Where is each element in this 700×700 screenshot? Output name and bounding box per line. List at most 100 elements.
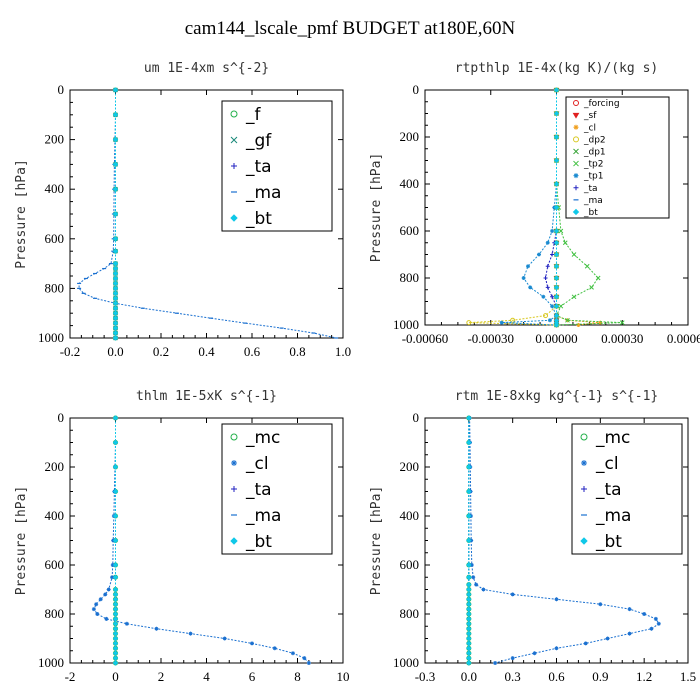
y-axis-label: Pressure [hPa] [14, 486, 29, 596]
data-point-3 [112, 161, 119, 168]
data-point-7 [553, 240, 560, 246]
data-point-5 [112, 211, 119, 217]
data-point-12 [571, 294, 577, 300]
data-point-22 [112, 330, 119, 336]
panel-2: rtpthlp 1E-4x(kg K)/(kg s) Pressure [hPa]… [369, 61, 700, 346]
data-point-22 [532, 651, 537, 656]
data-point-22 [302, 656, 307, 661]
series-bt [112, 415, 119, 666]
data-point-1 [553, 110, 560, 117]
y-tick-label: 400 [400, 176, 420, 191]
legend-label: _dp2 [583, 135, 606, 145]
legend-box [221, 423, 333, 555]
data-point-8 [466, 581, 472, 588]
data-point-10 [510, 592, 515, 597]
legend-label: _ma [245, 183, 281, 203]
data-point-7 [466, 574, 472, 580]
data-point-12 [91, 607, 96, 612]
legend-label: _dp1 [583, 147, 606, 157]
data-point-11 [553, 284, 560, 291]
data-point-17 [112, 630, 119, 637]
legend-marker-3 [573, 136, 579, 143]
legend: _mc _cl _ta _ma _bt [221, 423, 333, 555]
data-point-23 [112, 660, 119, 666]
data-point-21 [466, 645, 472, 652]
data-point-11 [112, 601, 119, 607]
data-point-15 [565, 317, 570, 323]
y-tick-label: 600 [400, 557, 420, 572]
legend-label: _ma [245, 506, 281, 526]
data-point-6 [550, 229, 555, 233]
legend-marker-2 [573, 124, 579, 130]
x-tick-label: -0.3 [415, 669, 436, 684]
y-tick-label: 0 [58, 410, 65, 425]
data-point-23 [306, 661, 311, 665]
data-point-23 [466, 655, 472, 661]
data-point-4 [112, 513, 119, 519]
legend-label: _ma [595, 506, 631, 526]
data-point-16 [656, 621, 661, 626]
data-point-14 [104, 616, 109, 621]
y-tick-label: 1000 [393, 655, 419, 670]
data-point-11 [466, 596, 472, 603]
panel-title: rtpthlp 1E-4x(kg K)/(kg s) [455, 61, 659, 76]
data-point-13 [112, 285, 119, 292]
y-axis-label: Pressure [hPa] [369, 486, 384, 596]
x-tick-label: 1.5 [680, 669, 696, 684]
data-point-16 [466, 320, 472, 326]
data-point-21 [112, 650, 119, 656]
data-point-2 [553, 134, 560, 140]
series-line [78, 90, 337, 339]
legend-marker-0 [580, 433, 588, 441]
x-tick-label: 6 [249, 669, 256, 684]
data-point-10 [466, 591, 472, 598]
panel-3: thlm 1E-5xK s^{-1} Pressure [hPa] -2 0 2 4 6 8 1… [14, 389, 350, 684]
x-tick-label: 0.6 [244, 344, 261, 359]
data-point-0 [112, 415, 119, 421]
y-tick-label: 0 [58, 82, 65, 97]
series-bt [553, 87, 560, 328]
data-point-7 [110, 575, 115, 580]
data-point-12 [112, 280, 119, 287]
data-point-5 [553, 204, 560, 211]
data-point-18 [112, 635, 119, 642]
legend-marker-2 [231, 163, 237, 169]
data-point-4 [112, 186, 119, 192]
data-point-12 [553, 294, 560, 300]
data-point-1 [112, 439, 119, 446]
x-tick-label: 0.2 [153, 344, 169, 359]
legend: _forcing _sf _cl _dp2 _dp1 _tp2 _tp1 _ta _ma _bt [565, 96, 670, 219]
legend-label: _cl [583, 123, 596, 133]
y-tick-label: 200 [45, 132, 65, 147]
legend: _f _gf _ta _ma _bt [221, 100, 333, 232]
x-tick-label: 1.2 [636, 669, 652, 684]
x-tick-label: -0.00030 [467, 331, 514, 346]
data-point-6 [112, 236, 119, 242]
x-tick-label: 0.00030 [601, 331, 643, 346]
data-point-6 [466, 562, 472, 568]
data-point-13 [466, 606, 472, 612]
y-tick-label: 200 [400, 129, 420, 144]
legend-marker-7 [573, 185, 579, 191]
data-point-5 [466, 537, 472, 544]
data-point-7 [112, 574, 119, 580]
data-point-7 [562, 240, 568, 246]
x-tick-label: 0 [112, 669, 119, 684]
data-point-13 [553, 303, 560, 309]
data-point-13 [112, 611, 119, 617]
data-point-12 [112, 606, 119, 612]
series-bt [112, 87, 119, 341]
series-line [468, 90, 557, 326]
y-tick-label: 800 [400, 270, 420, 285]
y-tick-label: 200 [400, 459, 420, 474]
legend-label: _cl [245, 454, 269, 474]
legend-label: _tp2 [583, 160, 603, 170]
data-point-7 [545, 240, 550, 245]
series-bt [466, 415, 472, 666]
data-point-9 [526, 264, 531, 269]
y-tick-label: 800 [45, 606, 65, 621]
data-point-21 [554, 646, 559, 651]
legend-marker-4 [230, 214, 238, 222]
x-tick-label: 2 [158, 669, 165, 684]
